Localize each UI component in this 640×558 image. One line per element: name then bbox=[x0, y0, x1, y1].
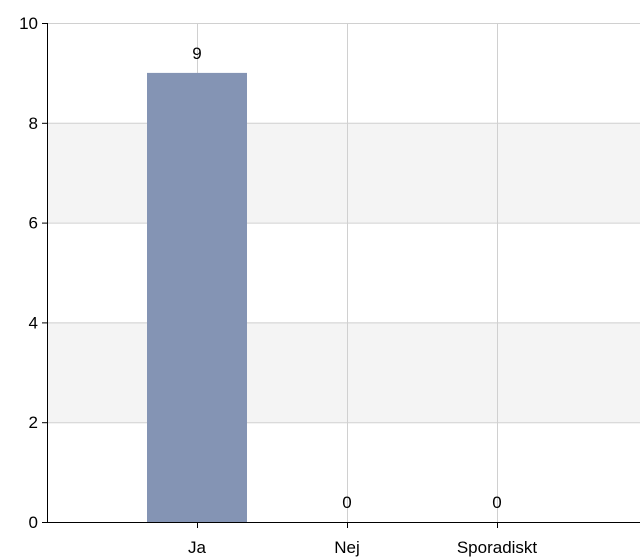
background-band bbox=[47, 322, 640, 423]
x-tick-label: Nej bbox=[334, 538, 360, 557]
y-tick-label: 6 bbox=[29, 214, 38, 233]
y-tick-label: 2 bbox=[29, 413, 38, 432]
data-label: 0 bbox=[342, 493, 351, 512]
gridlines bbox=[47, 23, 640, 522]
x-tick-label: Ja bbox=[188, 538, 207, 557]
labels: 0 2 4 6 8 10 Ja Nej Sporadiskt 9 0 0 bbox=[19, 14, 537, 557]
background-band bbox=[47, 122, 640, 223]
background-bands bbox=[47, 122, 640, 423]
y-tick-label: 0 bbox=[29, 513, 38, 532]
axes bbox=[42, 23, 640, 528]
data-label: 9 bbox=[192, 44, 201, 63]
y-tick-label: 10 bbox=[19, 14, 38, 33]
x-tick-label: Sporadiskt bbox=[457, 538, 538, 557]
bars bbox=[147, 72, 247, 523]
y-tick-label: 4 bbox=[29, 313, 38, 332]
data-label: 0 bbox=[492, 493, 501, 512]
bar-ja bbox=[147, 72, 247, 523]
y-tick-label: 8 bbox=[29, 114, 38, 133]
